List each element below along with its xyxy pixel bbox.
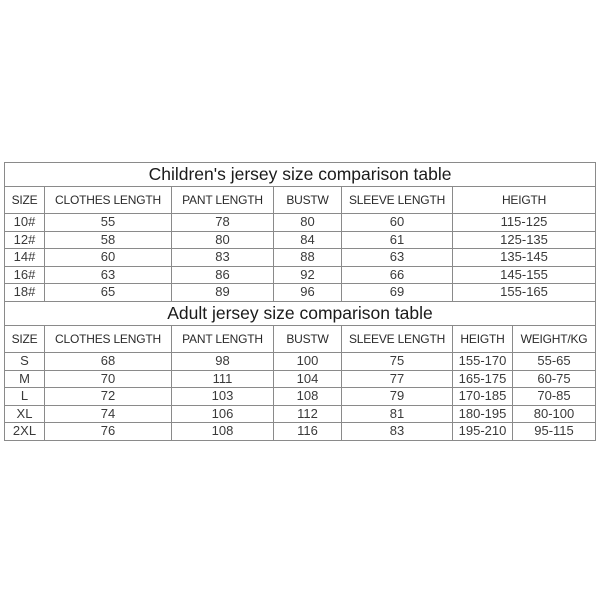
table-cell: M bbox=[4, 369, 45, 388]
table-title: Children's jersey size comparison table bbox=[3, 162, 597, 187]
table-row: 14# 60 83 88 63 135-145 bbox=[4, 248, 597, 267]
table-cell: 145-155 bbox=[451, 265, 597, 284]
column-header: PANT LENGTH bbox=[171, 186, 274, 214]
table-cell: 2XL bbox=[4, 422, 45, 441]
table-cell: 69 bbox=[341, 283, 453, 302]
table-row: 16# 63 86 92 66 145-155 bbox=[4, 265, 597, 284]
table-cell: 104 bbox=[273, 369, 342, 388]
column-header: BUSTW bbox=[273, 186, 342, 214]
table-row: 10# 55 78 80 60 115-125 bbox=[4, 213, 597, 232]
table-cell: 14# bbox=[4, 248, 45, 267]
table-cell: 92 bbox=[273, 265, 342, 284]
table-cell: 112 bbox=[273, 404, 342, 423]
column-header: SLEEVE LENGTH bbox=[341, 325, 453, 353]
table-cell: 12# bbox=[4, 230, 45, 249]
table-cell: 83 bbox=[341, 422, 453, 441]
table-cell: 79 bbox=[341, 387, 453, 406]
table-cell: 135-145 bbox=[451, 248, 597, 267]
table-cell: 89 bbox=[171, 283, 274, 302]
column-header: CLOTHES LENGTH bbox=[44, 325, 172, 353]
table-title-row: Adult jersey size comparison table bbox=[4, 301, 596, 326]
column-header: SIZE bbox=[4, 186, 45, 214]
column-header: SIZE bbox=[4, 325, 45, 353]
table-cell: 86 bbox=[171, 265, 274, 284]
table-cell: 95-115 bbox=[512, 422, 596, 441]
table-cell: 83 bbox=[171, 248, 274, 267]
table-cell: 63 bbox=[341, 248, 453, 267]
table-cell: 10# bbox=[4, 213, 45, 232]
column-header: SLEEVE LENGTH bbox=[341, 186, 453, 214]
table-row: 2XL 76 108 116 83 195-210 95-115 bbox=[4, 422, 596, 441]
adult-size-table: Adult jersey size comparison table SIZE CL… bbox=[4, 301, 596, 441]
table-cell: 55-65 bbox=[512, 352, 596, 371]
table-cell: 63 bbox=[44, 265, 172, 284]
table-cell: 108 bbox=[273, 387, 342, 406]
table-cell: 60 bbox=[341, 213, 453, 232]
table-header-row: SIZE CLOTHES LENGTH PANT LENGTH BUSTW SLEEVE… bbox=[4, 325, 596, 353]
table-cell: L bbox=[4, 387, 45, 406]
table-row: 18# 65 89 96 69 155-165 bbox=[4, 283, 597, 302]
table-title-row: Children's jersey size comparison table bbox=[3, 162, 597, 187]
table-cell: 111 bbox=[171, 369, 274, 388]
table-cell: 76 bbox=[44, 422, 172, 441]
table-row: L 72 103 108 79 170-185 70-85 bbox=[4, 387, 596, 406]
table-row: M 70 111 104 77 165-175 60-75 bbox=[4, 369, 596, 388]
table-cell: 70 bbox=[44, 369, 172, 388]
table-cell: 125-135 bbox=[451, 230, 597, 249]
table-cell: 88 bbox=[273, 248, 342, 267]
table-cell: 155-165 bbox=[451, 283, 597, 302]
table-cell: 58 bbox=[44, 230, 172, 249]
children-size-table: Children's jersey size comparison table S… bbox=[3, 162, 597, 302]
table-cell: 98 bbox=[171, 352, 274, 371]
table-cell: 81 bbox=[341, 404, 453, 423]
table-cell: 180-195 bbox=[452, 404, 513, 423]
table-title: Adult jersey size comparison table bbox=[4, 301, 596, 326]
column-header: HEIGTH bbox=[452, 325, 513, 353]
table-cell: 155-170 bbox=[452, 352, 513, 371]
column-header: CLOTHES LENGTH bbox=[44, 186, 172, 214]
table-cell: 115-125 bbox=[451, 213, 597, 232]
table-cell: 75 bbox=[341, 352, 453, 371]
table-cell: 16# bbox=[4, 265, 45, 284]
table-cell: 80-100 bbox=[512, 404, 596, 423]
table-cell: 72 bbox=[44, 387, 172, 406]
table-cell: 103 bbox=[171, 387, 274, 406]
table-cell: 78 bbox=[171, 213, 274, 232]
column-header: HEIGTH bbox=[451, 186, 597, 214]
column-header: WEIGHT/KG bbox=[512, 325, 596, 353]
table-cell: 66 bbox=[341, 265, 453, 284]
table-row: 12# 58 80 84 61 125-135 bbox=[4, 230, 597, 249]
table-cell: XL bbox=[4, 404, 45, 423]
table-header-row: SIZE CLOTHES LENGTH PANT LENGTH BUSTW SLEEVE… bbox=[4, 186, 597, 214]
table-cell: 68 bbox=[44, 352, 172, 371]
table-cell: 18# bbox=[4, 283, 45, 302]
table-cell: 60-75 bbox=[512, 369, 596, 388]
table-cell: 80 bbox=[273, 213, 342, 232]
table-cell: 77 bbox=[341, 369, 453, 388]
table-cell: 55 bbox=[44, 213, 172, 232]
table-cell: 61 bbox=[341, 230, 453, 249]
table-cell: 60 bbox=[44, 248, 172, 267]
table-row: XL 74 106 112 81 180-195 80-100 bbox=[4, 404, 596, 423]
table-cell: 116 bbox=[273, 422, 342, 441]
table-cell: 65 bbox=[44, 283, 172, 302]
table-cell: 108 bbox=[171, 422, 274, 441]
table-cell: 195-210 bbox=[452, 422, 513, 441]
table-row: S 68 98 100 75 155-170 55-65 bbox=[4, 352, 596, 371]
table-cell: 100 bbox=[273, 352, 342, 371]
table-cell: 106 bbox=[171, 404, 274, 423]
table-cell: S bbox=[4, 352, 45, 371]
column-header: BUSTW bbox=[273, 325, 342, 353]
table-cell: 80 bbox=[171, 230, 274, 249]
column-header: PANT LENGTH bbox=[171, 325, 274, 353]
table-cell: 165-175 bbox=[452, 369, 513, 388]
table-cell: 96 bbox=[273, 283, 342, 302]
table-cell: 84 bbox=[273, 230, 342, 249]
table-cell: 70-85 bbox=[512, 387, 596, 406]
table-cell: 170-185 bbox=[452, 387, 513, 406]
table-cell: 74 bbox=[44, 404, 172, 423]
